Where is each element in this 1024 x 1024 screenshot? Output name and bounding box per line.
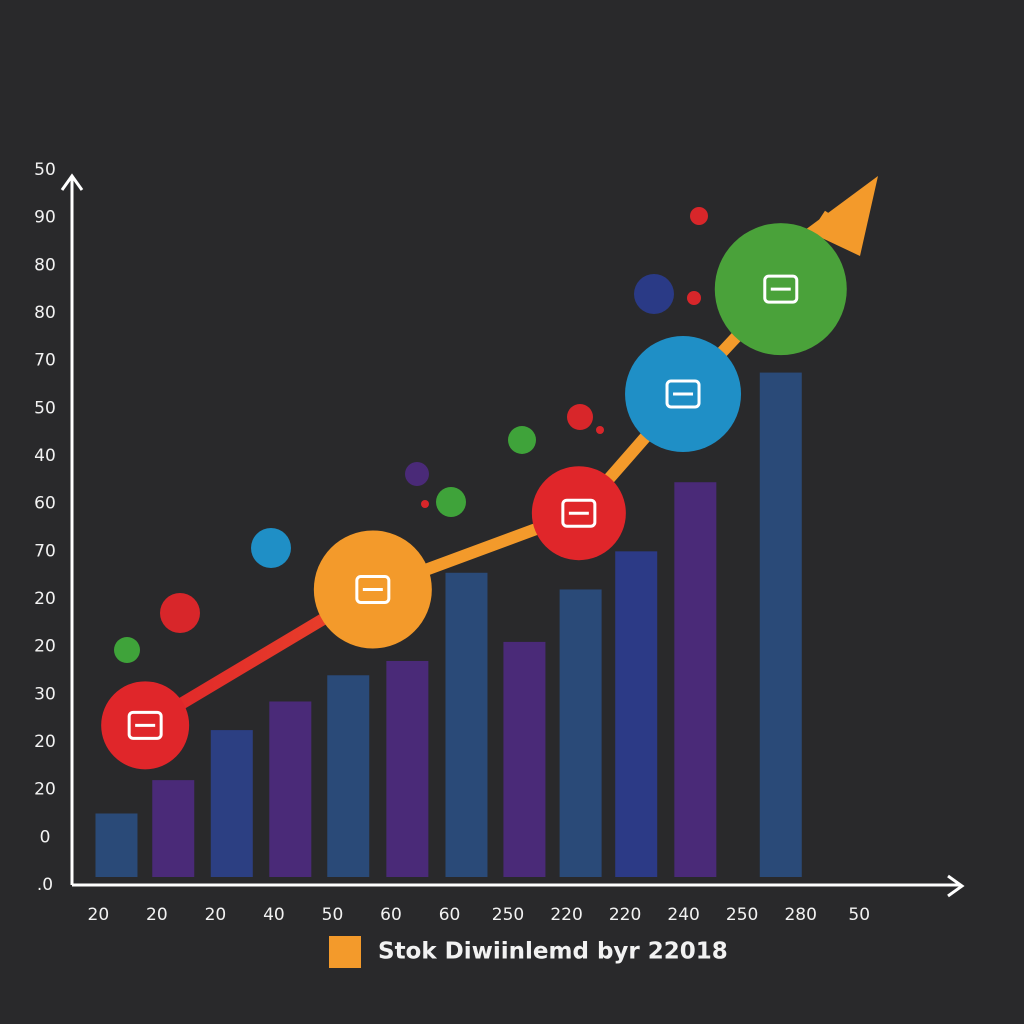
x-axis-arrow	[947, 874, 965, 898]
x-tick-label: 240	[667, 905, 699, 925]
y-tick-label: 20	[34, 637, 56, 657]
y-tick-label: 20	[34, 589, 56, 609]
dot	[567, 404, 593, 430]
x-tick-label: 20	[205, 905, 227, 925]
y-tick-label: 80	[34, 303, 56, 323]
bar	[503, 641, 546, 877]
dot	[596, 426, 604, 434]
dot	[160, 593, 200, 633]
y-tick-label: 70	[34, 541, 56, 561]
x-tick-label: 40	[263, 905, 285, 925]
y-tick-label: .0	[37, 875, 53, 895]
bar	[210, 730, 253, 877]
marker-icon	[355, 574, 391, 604]
dot	[690, 207, 708, 225]
y-tick-label: 20	[34, 732, 56, 752]
decor-dots	[114, 207, 708, 663]
y-tick-label: 90	[34, 208, 56, 228]
y-tick-label: 50	[34, 160, 56, 180]
x-tick-label: 20	[88, 905, 110, 925]
x-tick-label: 60	[439, 905, 461, 925]
dot	[436, 487, 466, 517]
x-tick-label: 220	[550, 905, 582, 925]
bar	[386, 660, 429, 877]
bar	[95, 813, 138, 877]
x-tick-label: 20	[146, 905, 168, 925]
bar	[615, 551, 658, 877]
x-tick-label: 250	[492, 905, 524, 925]
bars	[95, 372, 802, 877]
dot	[114, 637, 140, 663]
dot	[251, 528, 291, 568]
bar	[759, 372, 802, 877]
y-tick-label: 60	[34, 494, 56, 514]
bar	[152, 780, 195, 877]
y-axis-arrow	[60, 173, 84, 191]
trend	[101, 210, 847, 770]
bar	[559, 589, 602, 877]
dot	[405, 462, 429, 486]
trend-arrowhead	[805, 176, 878, 256]
marker-icon	[127, 710, 163, 740]
y-tick-label: 20	[34, 780, 56, 800]
marker-icon	[665, 379, 701, 409]
dot	[687, 291, 701, 305]
dot	[508, 426, 536, 454]
marker-icon	[561, 498, 597, 528]
legend-label: Stok Diwiinlemd byr 22018	[378, 939, 728, 965]
x-tick-label: 50	[322, 905, 344, 925]
y-tick-label: 70	[34, 351, 56, 371]
bar	[327, 675, 370, 877]
x-tick-label: 280	[784, 905, 816, 925]
x-tick-label: 60	[380, 905, 402, 925]
marker-icon	[763, 274, 799, 304]
dot	[634, 274, 674, 314]
dot	[421, 500, 429, 508]
y-tick-label: 30	[34, 684, 56, 704]
y-tick-label: 80	[34, 255, 56, 275]
y-tick-label: 40	[34, 446, 56, 466]
ticks: .0 0 20 20 30 20 20 70 60 40 50 70 80 80 90 50 20 20 20 40 5…	[34, 160, 870, 925]
x-tick-label: 220	[609, 905, 641, 925]
bar	[269, 701, 312, 877]
x-tick-label: 250	[726, 905, 758, 925]
y-tick-label: 50	[34, 398, 56, 418]
legend-swatch	[329, 936, 361, 968]
y-tick-label: 0	[40, 827, 51, 847]
bar	[445, 572, 488, 877]
bar	[674, 482, 717, 877]
x-tick-label: 50	[848, 905, 870, 925]
